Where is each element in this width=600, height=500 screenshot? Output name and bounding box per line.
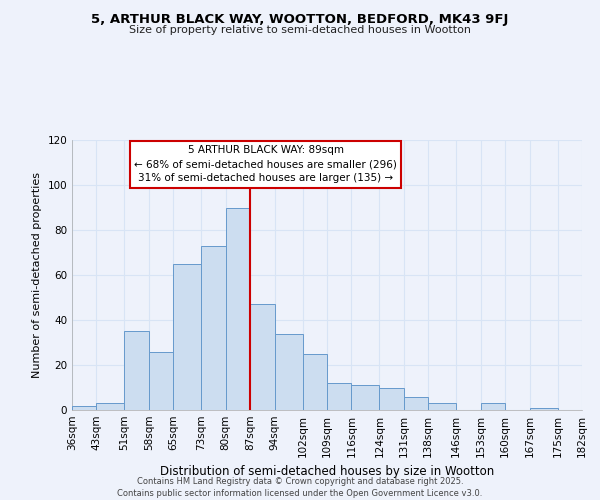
Bar [352, 385, 379, 410]
Y-axis label: Number of semi-detached properties: Number of semi-detached properties [32, 172, 42, 378]
Bar [97, 403, 124, 410]
Bar [226, 208, 250, 410]
Bar [428, 403, 456, 410]
Bar [379, 388, 404, 410]
Bar [327, 383, 352, 410]
Text: Contains HM Land Registry data © Crown copyright and database right 2025.
Contai: Contains HM Land Registry data © Crown c… [118, 476, 482, 498]
Text: 5 ARTHUR BLACK WAY: 89sqm
← 68% of semi-detached houses are smaller (296)
31% of: 5 ARTHUR BLACK WAY: 89sqm ← 68% of semi-… [134, 146, 397, 184]
Bar [201, 246, 226, 410]
Bar [72, 406, 97, 410]
Bar [302, 354, 327, 410]
Text: 5, ARTHUR BLACK WAY, WOOTTON, BEDFORD, MK43 9FJ: 5, ARTHUR BLACK WAY, WOOTTON, BEDFORD, M… [91, 12, 509, 26]
Bar [124, 331, 149, 410]
Bar [404, 396, 428, 410]
X-axis label: Distribution of semi-detached houses by size in Wootton: Distribution of semi-detached houses by … [160, 466, 494, 478]
Text: Size of property relative to semi-detached houses in Wootton: Size of property relative to semi-detach… [129, 25, 471, 35]
Bar [481, 403, 505, 410]
Bar [275, 334, 302, 410]
Bar [250, 304, 275, 410]
Bar [149, 352, 173, 410]
Bar [530, 408, 557, 410]
Bar [173, 264, 201, 410]
